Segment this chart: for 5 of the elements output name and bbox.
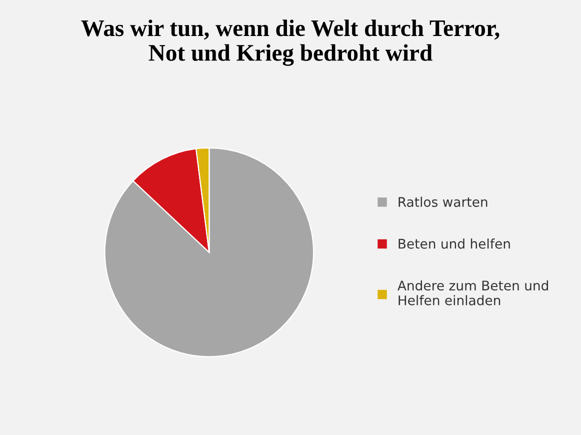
pie-slice <box>104 147 314 358</box>
chart-title: Was wir tun, wenn die Welt durch Terror, Not und Krieg bedroht wird <box>81 20 500 66</box>
legend-label: Ratlos warten <box>398 196 488 207</box>
legend-label: Andere zum Beten und Helfen einladen <box>398 280 548 306</box>
legend-label: Beten und helfen <box>398 238 510 249</box>
